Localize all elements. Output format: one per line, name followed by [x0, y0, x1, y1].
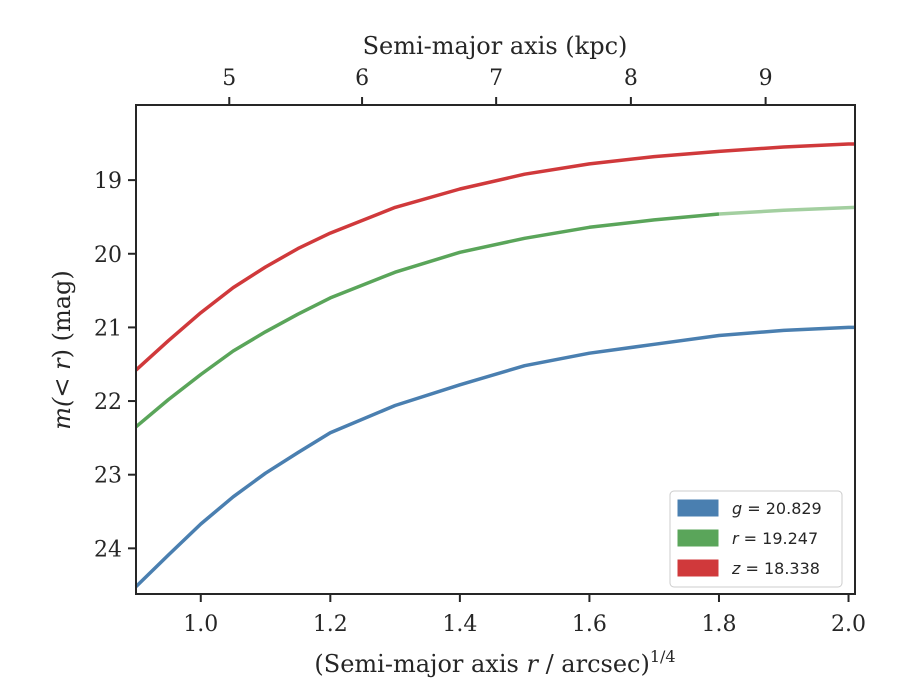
series-line-2 [718, 205, 856, 216]
legend: g = 20.829 r = 19.247 z = 18.338 [669, 490, 843, 588]
y-tick-label: 20 [94, 243, 122, 268]
legend-label: r = 19.247 [732, 529, 818, 548]
x-tick-label: 1.4 [442, 612, 477, 637]
x-tick-label: 1.2 [313, 612, 348, 637]
series-layer [134, 142, 856, 588]
top-tick-label: 6 [355, 66, 369, 91]
series-line-0 [134, 325, 855, 588]
legend-swatch [677, 499, 719, 517]
y-tick-label: 21 [94, 316, 122, 341]
legend-swatch [677, 559, 719, 577]
series-line-3 [134, 142, 855, 372]
y-tick-label: 24 [94, 537, 122, 562]
legend-label: g = 20.829 [732, 499, 822, 518]
x-tick-label: 1.8 [701, 612, 736, 637]
ticks-layer: 1.0 1.2 1.4 1.6 1.8 2.0 19 20 21 22 23 24 5 6 7 8 9 [94, 66, 866, 637]
y-tick-label: 23 [94, 464, 122, 489]
legend-swatch [677, 529, 719, 547]
top-tick-label: 9 [759, 66, 773, 91]
x-tick-label: 2.0 [831, 612, 866, 637]
legend-label: z = 18.338 [731, 559, 820, 578]
bottom-axis-title: (Semi-major axis r / arcsec)1/4 [314, 647, 675, 678]
y-tick-label: 22 [94, 390, 122, 415]
top-axis-title: Semi-major axis (kpc) [363, 32, 628, 60]
y-tick-label: 19 [94, 169, 122, 194]
x-tick-label: 1.0 [183, 612, 218, 637]
top-tick-label: 7 [489, 66, 503, 91]
top-tick-label: 8 [624, 66, 638, 91]
x-tick-label: 1.6 [572, 612, 607, 637]
series-line-1 [134, 212, 720, 429]
y-axis-title: m(< r) (mag) [48, 270, 76, 430]
top-tick-label: 5 [222, 66, 236, 91]
